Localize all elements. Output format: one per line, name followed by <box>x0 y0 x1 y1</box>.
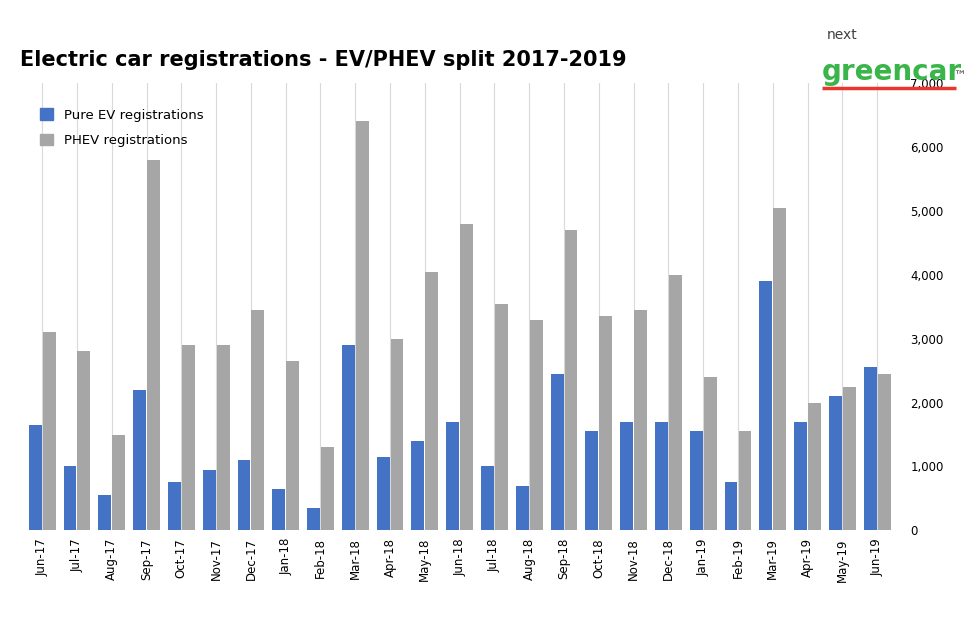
Bar <box>168 482 181 530</box>
Bar <box>356 121 368 530</box>
Bar <box>133 390 146 530</box>
Bar <box>633 310 647 530</box>
Bar <box>77 351 90 530</box>
Bar <box>307 508 319 530</box>
Bar <box>842 387 855 530</box>
Bar <box>619 422 632 530</box>
Bar <box>703 377 716 530</box>
Bar <box>182 345 194 530</box>
Bar <box>217 345 230 530</box>
Bar <box>411 441 424 530</box>
Bar <box>481 466 493 530</box>
Bar <box>376 457 389 530</box>
Legend: Pure EV registrations, PHEV registrations: Pure EV registrations, PHEV registration… <box>35 103 209 152</box>
Bar <box>758 281 772 530</box>
Bar <box>64 466 76 530</box>
Bar <box>272 489 285 530</box>
Bar <box>585 431 598 530</box>
Bar <box>793 422 806 530</box>
Bar <box>28 425 42 530</box>
Text: greencar: greencar <box>821 58 960 86</box>
Bar <box>828 396 841 530</box>
Bar <box>515 486 529 530</box>
Bar <box>202 470 215 530</box>
Bar <box>807 403 820 530</box>
Text: Electric car registrations - EV/PHEV split 2017-2019: Electric car registrations - EV/PHEV spl… <box>20 50 625 70</box>
Bar <box>446 422 458 530</box>
Bar <box>251 310 264 530</box>
Text: next: next <box>826 27 856 42</box>
Bar <box>773 208 786 530</box>
Bar <box>689 431 701 530</box>
Bar <box>112 435 125 530</box>
Bar <box>425 272 438 530</box>
Bar <box>655 422 667 530</box>
Bar <box>390 339 404 530</box>
Bar <box>460 224 473 530</box>
Bar <box>99 495 111 530</box>
Bar <box>668 275 681 530</box>
Bar <box>237 460 250 530</box>
Bar <box>494 304 507 530</box>
Bar <box>564 230 576 530</box>
Bar <box>147 160 160 530</box>
Bar <box>342 345 355 530</box>
Bar <box>876 374 890 530</box>
Bar <box>738 431 750 530</box>
Bar <box>599 316 612 530</box>
Bar <box>43 332 56 530</box>
Bar <box>320 447 333 530</box>
Bar <box>286 361 299 530</box>
Text: ™: ™ <box>953 70 965 83</box>
Bar <box>724 482 737 530</box>
Bar <box>530 320 542 530</box>
Bar <box>863 367 875 530</box>
Bar <box>550 374 563 530</box>
